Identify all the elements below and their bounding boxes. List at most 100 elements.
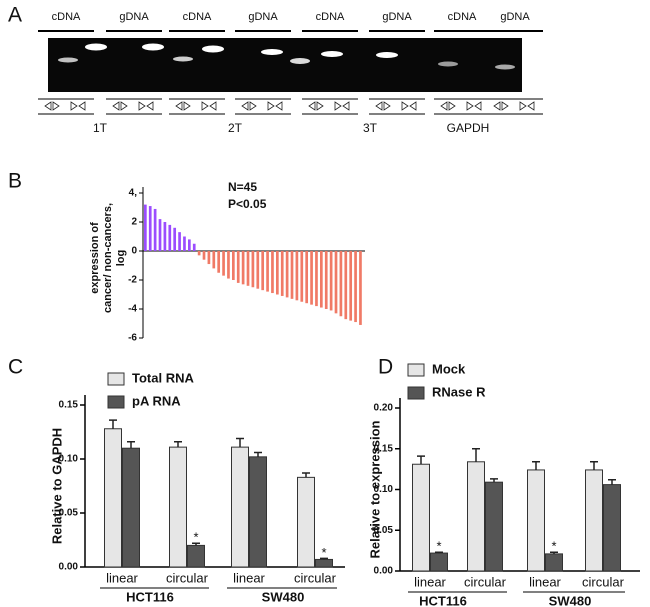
bar (251, 251, 255, 288)
primer-symbol (112, 101, 128, 111)
bar (148, 206, 152, 251)
primer-symbol (201, 101, 217, 111)
primer-symbol (138, 101, 154, 111)
x-tick-label: linear (414, 574, 446, 589)
y-tick-label: 0.20 (374, 403, 394, 414)
primer-symbol (375, 101, 391, 111)
primer-symbol (334, 101, 350, 111)
error-bar (109, 419, 117, 429)
sample-label: 1T (93, 121, 108, 135)
y-tick-label: 0.00 (59, 562, 79, 573)
bar (339, 251, 343, 317)
bar (231, 446, 249, 568)
y-tick-label: -6 (128, 333, 137, 344)
legend-swatch (407, 363, 425, 377)
x-tick-label: circular (166, 570, 209, 585)
y-axis-label: Relative to expression (367, 420, 382, 558)
bar (153, 208, 157, 251)
significance-mark: * (551, 539, 556, 554)
error-bar (532, 461, 540, 470)
legend-label: pA RNA (132, 393, 181, 408)
error-bar (302, 472, 310, 478)
group-label: HCT116 (126, 589, 174, 604)
bar (359, 251, 362, 325)
bar (197, 251, 201, 256)
x-tick-label: linear (529, 574, 561, 589)
error-bar (435, 551, 443, 554)
legend-swatch (107, 372, 125, 386)
legend-label: RNase R (432, 384, 486, 399)
bar (430, 552, 448, 572)
annotation: P<0.05 (228, 197, 267, 211)
legend-swatch (107, 395, 125, 409)
primer-symbol (175, 101, 191, 111)
panel-letter: D (378, 356, 393, 379)
significance-mark: * (193, 530, 198, 545)
bar (271, 251, 274, 294)
primer-symbol (493, 101, 509, 111)
bar (485, 481, 503, 572)
error-bar (127, 440, 135, 449)
primer-symbol (519, 101, 535, 111)
error-bar (590, 461, 598, 470)
error-bar (174, 440, 182, 448)
bar (285, 251, 289, 298)
primer-symbol (241, 101, 257, 111)
sample-label: 2T (228, 121, 243, 135)
annotation: N=45 (228, 180, 257, 194)
panel-letter: A (8, 4, 22, 27)
y-tick-label: 0.05 (374, 525, 394, 536)
y-tick-label: 0.15 (374, 443, 394, 454)
bar (122, 447, 140, 568)
bar (173, 227, 177, 251)
bar (163, 222, 167, 251)
primer-symbol (44, 101, 60, 111)
bar (183, 236, 186, 251)
y-tick-label: 4, (129, 188, 138, 199)
bar (207, 251, 211, 265)
y-tick-label: 0.05 (59, 508, 79, 519)
bar (334, 251, 338, 314)
error-bar (550, 551, 558, 554)
gel-bands (58, 43, 515, 70)
group-label: SW480 (262, 589, 305, 604)
bar (545, 553, 563, 572)
panel-letter: C (8, 356, 23, 379)
bar (280, 251, 284, 296)
bar (297, 476, 315, 568)
y-tick-label: -4 (128, 304, 137, 315)
bar (241, 251, 245, 285)
bar (158, 219, 162, 251)
primer-symbol (466, 101, 482, 111)
y-tick-label: 0.10 (374, 484, 394, 495)
bar (300, 251, 304, 302)
bar (232, 251, 235, 280)
x-tick-label: linear (106, 570, 138, 585)
lane-label: cDNA (52, 11, 81, 23)
x-tick-label: linear (233, 570, 265, 585)
primer-symbol (308, 101, 324, 111)
bar (192, 243, 196, 251)
bar (261, 251, 265, 291)
y-axis-label: expression ofcancer/ non-cancers,log (89, 203, 127, 313)
y-axis-label-line: expression of (89, 222, 101, 294)
sample-label: 3T (363, 121, 378, 135)
sample-label: GAPDH (447, 121, 490, 135)
bar (527, 469, 545, 572)
lane-label: cDNA (448, 11, 477, 23)
error-bar (608, 478, 616, 485)
legend-swatch (407, 386, 425, 400)
y-axis-label-line: cancer/ non-cancers, (102, 203, 114, 313)
y-tick-label: 0 (131, 246, 137, 257)
lane-label: cDNA (316, 11, 345, 23)
bar (295, 251, 299, 301)
bar (467, 461, 485, 572)
bar (315, 251, 318, 307)
lane-label: gDNA (500, 11, 530, 23)
bar (256, 251, 260, 289)
bar (169, 446, 187, 568)
bar (290, 251, 294, 299)
error-bar (236, 437, 244, 448)
panel-letter: B (8, 170, 22, 193)
